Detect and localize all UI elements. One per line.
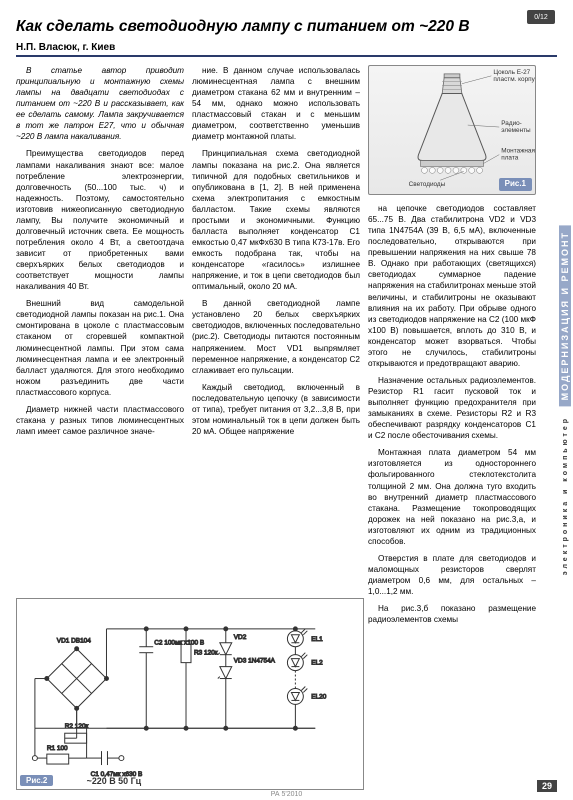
- sidebar-category: электроника и компьютер: [562, 416, 569, 575]
- sidebar-section: МОДЕРНИЗАЦИЯ И РЕМОНТ: [559, 225, 571, 406]
- col3-p5: На рис.3,б показано размещение радиоэлем…: [368, 603, 536, 625]
- col2-p2: Принципиальная схема светодиодной лампы …: [192, 148, 360, 292]
- svg-text:EL2: EL2: [311, 660, 323, 667]
- article-title: Как сделать светодиодную лампу с питание…: [16, 18, 557, 36]
- col2-p4: Каждый светодиод, включенный в последова…: [192, 382, 360, 437]
- magazine-page: 0/12 Как сделать светодиодную лампу с пи…: [0, 0, 573, 800]
- title-divider: [16, 55, 557, 57]
- figure-2-circuit: C2 100мк x100 В R3 120к VD2 VD3 1N4754A: [16, 598, 364, 790]
- svg-text:плата: плата: [501, 155, 518, 162]
- col3-p4: Отверстия в плате для светодиодов и мало…: [368, 553, 536, 597]
- content-columns: В статье автор приводит принципиальную и…: [16, 65, 557, 631]
- svg-text:VD2: VD2: [234, 634, 247, 641]
- col3-p2: Назначение остальных радиоэлементов. Рез…: [368, 375, 536, 441]
- col1-p1: Преимущества светодиодов перед лампами н…: [16, 148, 184, 292]
- intro-paragraph: В статье автор приводит принципиальную и…: [16, 65, 184, 142]
- column-2: ние. В данном случае использовалась люми…: [192, 65, 360, 631]
- svg-text:элементы: элементы: [501, 127, 531, 134]
- fig2-ac-label: ~220 В 50 Гц: [87, 776, 142, 786]
- svg-text:VD1 DB104: VD1 DB104: [57, 638, 91, 645]
- fig2-caption: Рис.2: [20, 775, 53, 786]
- col2-p3: В данной светодиодной лампе установлено …: [192, 298, 360, 375]
- col1-p3: Диаметр нижней части пластмассового стак…: [16, 404, 184, 437]
- svg-text:EL20: EL20: [311, 693, 326, 700]
- svg-text:EL1: EL1: [311, 636, 323, 643]
- figure-1: Цоколь Е-27 пластм. корпус Радио- элемен…: [368, 65, 536, 195]
- sidebar-vertical: МОДЕРНИЗАЦИЯ И РЕМОНТ электроника и комп…: [559, 30, 571, 770]
- svg-text:C2 100мк x100 В: C2 100мк x100 В: [154, 640, 204, 647]
- svg-text:R3 120к: R3 120к: [194, 650, 218, 657]
- fig1-caption: Рис.1: [499, 178, 532, 191]
- col3-p1: на цепочке светодиодов составляет 65...7…: [368, 203, 536, 369]
- col2-p1: ние. В данном случае использовалась люми…: [192, 65, 360, 142]
- issue-badge: 0/12: [527, 10, 555, 24]
- col1-p2: Внешний вид самодельной светодиодной лам…: [16, 298, 184, 398]
- svg-text:пластм. корпус: пластм. корпус: [493, 76, 535, 83]
- fig1-led-label: Светодиоды: [409, 181, 446, 188]
- footer-issue: РА 5'2010: [271, 791, 303, 798]
- svg-text:VD3 1N4754A: VD3 1N4754A: [234, 658, 276, 665]
- svg-text:R1 100: R1 100: [47, 745, 68, 752]
- column-3: Цоколь Е-27 пластм. корпус Радио- элемен…: [368, 65, 536, 631]
- page-number: 29: [537, 780, 557, 792]
- col3-p3: Монтажная плата диаметром 54 мм изготовл…: [368, 447, 536, 547]
- column-1: В статье автор приводит принципиальную и…: [16, 65, 184, 631]
- article-author: Н.П. Власюк, г. Киев: [16, 42, 557, 53]
